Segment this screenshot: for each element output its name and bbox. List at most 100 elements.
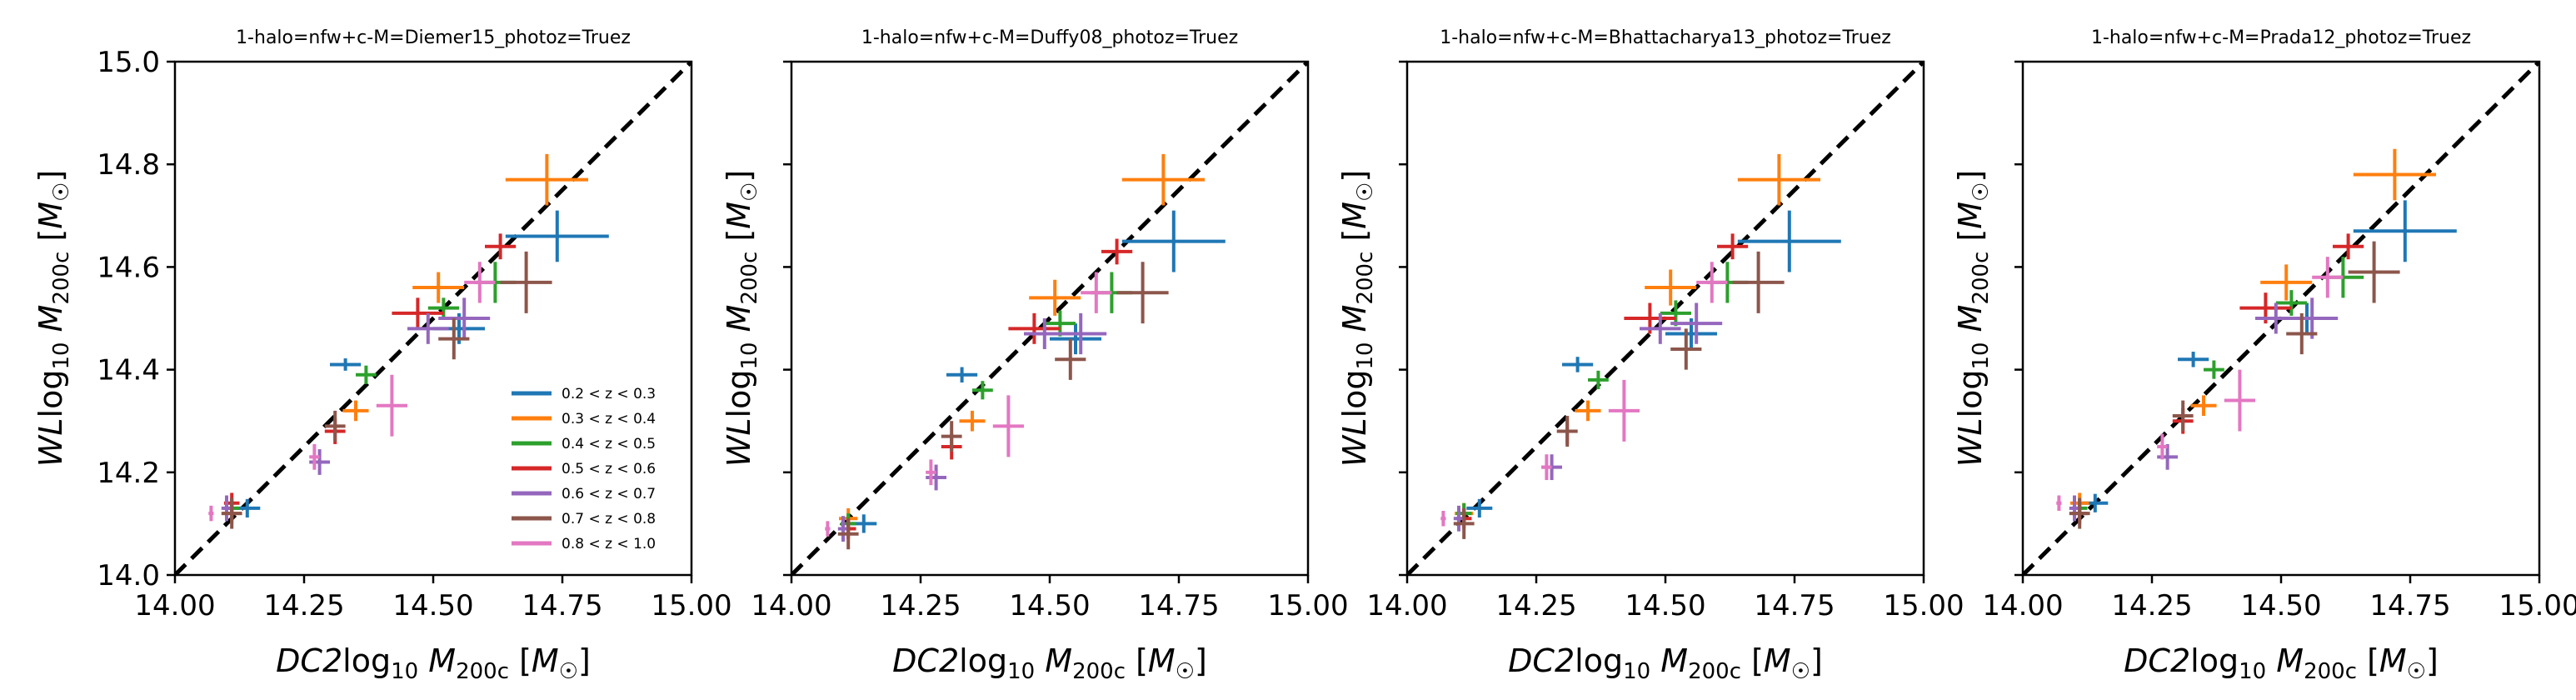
x-tick-label: 15.00 [651, 589, 731, 622]
x-tick-label: 14.50 [1625, 589, 1705, 622]
legend-label: 0.4 < z < 0.5 [562, 436, 656, 452]
data-point [1044, 310, 1076, 337]
x-tick-label: 14.50 [392, 589, 473, 622]
data-point [221, 498, 242, 529]
chart-title: 1-halo=nfw+c-M=Bhattacharya13_photoz=Tru… [1440, 28, 1891, 48]
data-point [485, 233, 517, 260]
data-point [2056, 495, 2062, 511]
legend-label: 0.2 < z < 0.3 [562, 386, 656, 402]
y-axis-label: WLlog10 M200c [M☉] [1952, 170, 1994, 467]
data-point [992, 395, 1024, 458]
series-2 [2070, 148, 2436, 514]
series-1 [2082, 200, 2457, 512]
data-point [376, 374, 407, 437]
data-point [2260, 264, 2313, 301]
data-point [2178, 352, 2209, 368]
data-point [2286, 298, 2339, 339]
data-point [2275, 290, 2307, 316]
plot-area [791, 62, 1308, 575]
chart-title: 1-halo=nfw+c-M=Duffy08_photoz=Truez [861, 28, 1238, 48]
plot-area [175, 62, 691, 575]
data-point [1466, 498, 1493, 518]
series-1 [1466, 210, 1841, 518]
x-tick-label: 14.75 [1754, 589, 1835, 622]
data-point [1562, 357, 1594, 372]
data-point [1737, 210, 1841, 272]
data-point [2157, 443, 2178, 470]
one-to-one-line [791, 62, 1308, 575]
chart-panel-1: 1-halo=nfw+c-M=Diemer15_photoz=Truez 14.0… [32, 28, 732, 684]
data-point [1116, 262, 1169, 324]
x-tick-label: 14.25 [2111, 589, 2192, 622]
y-axis-label: WLlog10 M200c [M☉] [1336, 170, 1378, 467]
data-point [1541, 454, 1552, 481]
data-point [500, 251, 552, 313]
data-point [1029, 279, 1081, 316]
data-point [1121, 210, 1226, 272]
data-point [1575, 400, 1601, 422]
data-point [972, 381, 993, 400]
legend: 0.2 < z < 0.3 0.3 < z < 0.4 0.4 < z < 0.5 0… [512, 386, 656, 552]
x-tick-label: 14.00 [1982, 589, 2063, 622]
y-tick-label: 14.2 [97, 457, 160, 490]
data-point [1440, 511, 1446, 527]
legend-label: 0.7 < z < 0.8 [562, 511, 656, 528]
x-tick-label: 14.25 [263, 589, 344, 622]
plot-area [2023, 62, 2539, 575]
legend-item: 0.4 < z < 0.5 [512, 436, 656, 452]
series-2 [1455, 153, 1820, 524]
data-point [438, 298, 491, 339]
one-to-one-line [175, 62, 691, 575]
x-tick-label: 14.25 [1495, 589, 1576, 622]
series-5 [837, 312, 1107, 542]
chart-title: 1-halo=nfw+c-M=Diemer15_photoz=Truez [236, 28, 631, 48]
y-tick-label: 14.0 [97, 559, 160, 592]
y-axis-label: WLlog10 M200c [M☉] [721, 170, 762, 467]
legend-item: 0.7 < z < 0.8 [512, 511, 656, 528]
data-point [1608, 379, 1640, 442]
legend-label: 0.5 < z < 0.6 [562, 461, 656, 478]
data-point [427, 298, 459, 318]
series-1 [851, 210, 1226, 533]
data-point [1101, 238, 1133, 265]
y-tick-label: 14.4 [97, 354, 160, 388]
data-point [2353, 148, 2436, 201]
x-tick-label: 14.00 [134, 589, 215, 622]
data-point [1645, 269, 1697, 306]
chart-title: 1-halo=nfw+c-M=Prada12_photoz=Truez [2091, 28, 2471, 48]
data-point [309, 443, 320, 470]
data-point [2204, 360, 2224, 379]
x-tick-label: 14.75 [522, 589, 602, 622]
data-point [324, 410, 346, 442]
legend-item: 0.2 < z < 0.3 [512, 386, 656, 402]
series-3 [2071, 257, 2364, 519]
data-point [505, 210, 609, 262]
x-tick-label: 15.00 [1883, 589, 1964, 622]
y-tick-label: 14.8 [97, 148, 160, 182]
data-point [342, 400, 369, 422]
data-point [412, 272, 465, 303]
data-point [2286, 312, 2318, 355]
legend-label: 0.6 < z < 0.7 [562, 486, 656, 502]
x-tick-label: 15.00 [2499, 589, 2576, 622]
x-tick-label: 14.75 [2369, 589, 2450, 622]
data-point [1453, 505, 1465, 532]
data-point [2348, 241, 2400, 303]
y-tick-label: 14.6 [97, 251, 160, 284]
series-6 [837, 262, 1169, 550]
chart-panel-2: 1-halo=nfw+c-M=Duffy08_photoz=Truez 14.00… [721, 28, 1349, 684]
data-point [505, 153, 588, 206]
legend-item: 0.5 < z < 0.6 [512, 461, 656, 478]
legend-item: 0.3 < z < 0.4 [512, 411, 656, 428]
data-point [2353, 200, 2457, 262]
data-point [1737, 153, 1820, 206]
data-point [959, 410, 986, 432]
data-point [1453, 508, 1475, 539]
data-point [1660, 300, 1691, 327]
series-6 [1453, 251, 1785, 539]
data-point [2333, 233, 2364, 260]
data-point [2190, 395, 2217, 417]
series-1 [234, 210, 609, 518]
legend-label: 0.3 < z < 0.4 [562, 411, 656, 428]
